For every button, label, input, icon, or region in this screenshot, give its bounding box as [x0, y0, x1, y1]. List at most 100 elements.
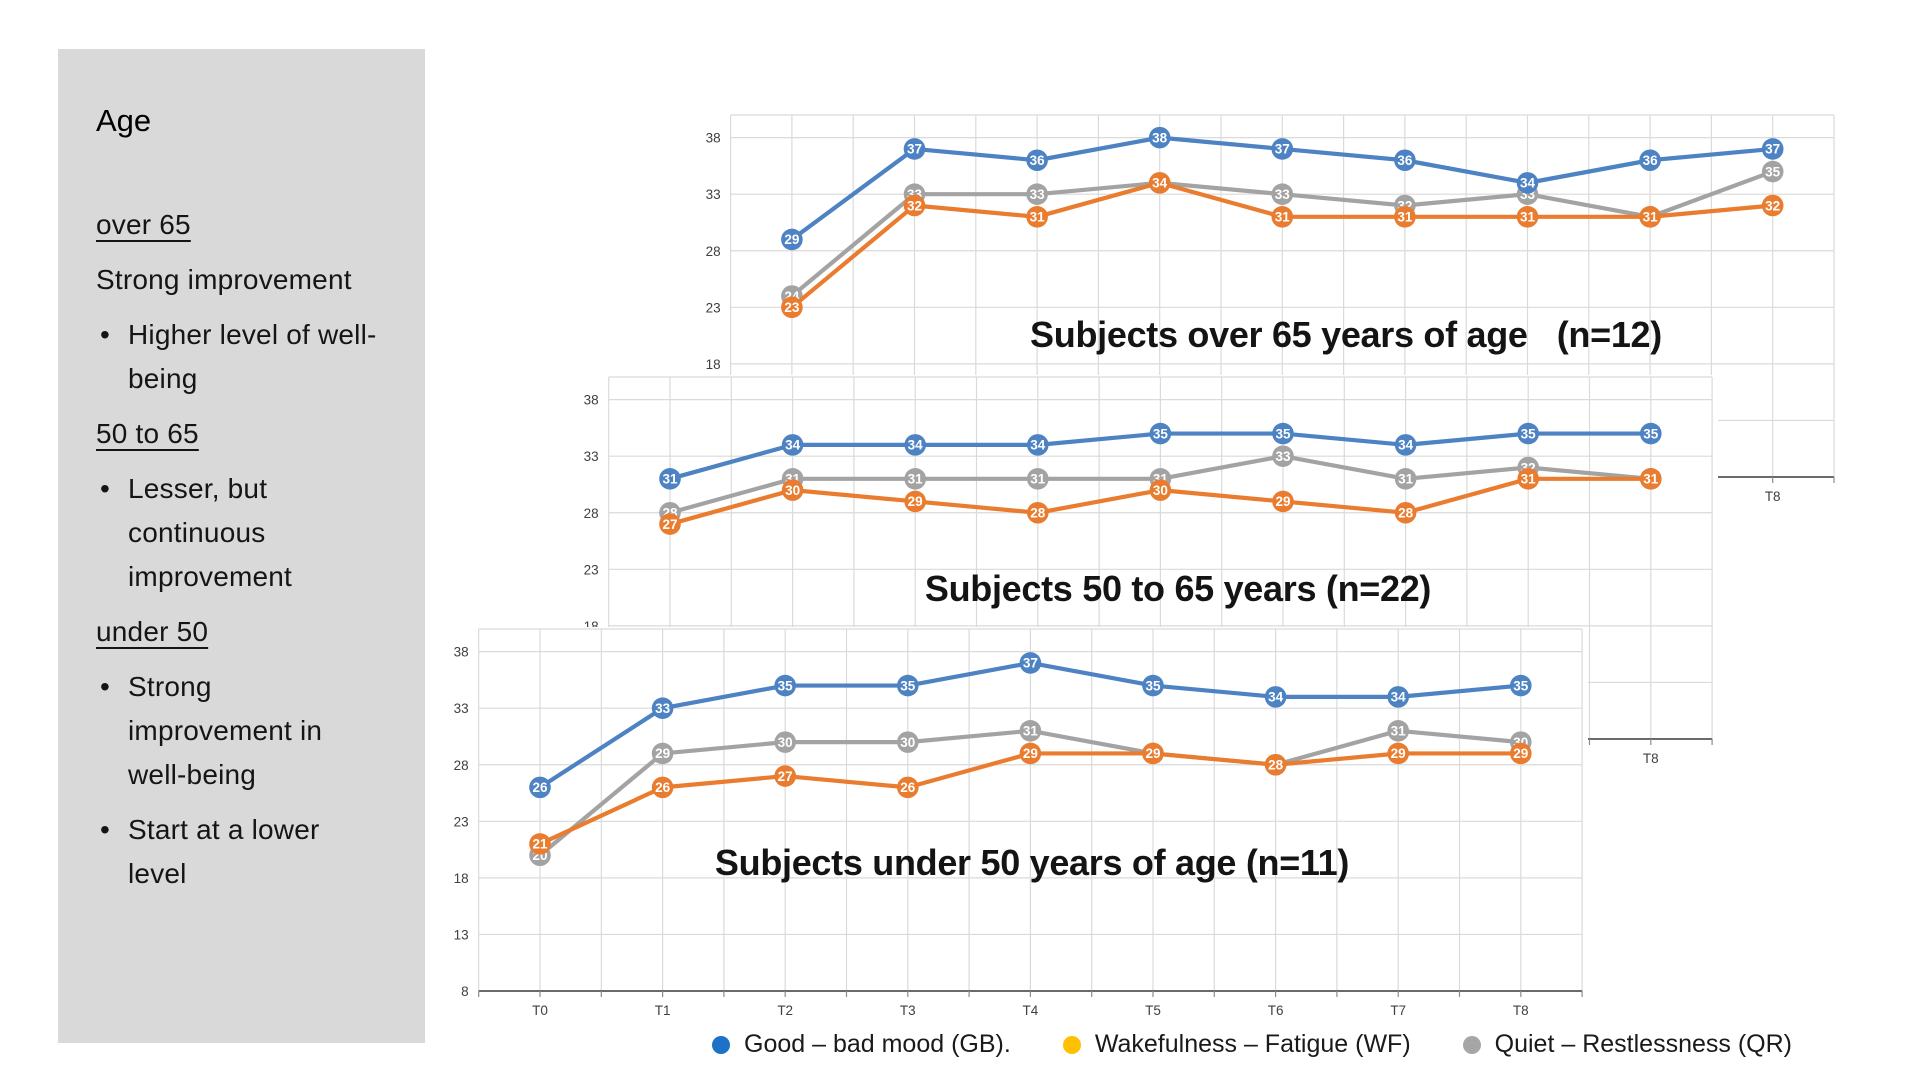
- data-point-marker: [1510, 742, 1532, 765]
- data-point-marker: [1761, 160, 1784, 183]
- data-point-label: 35: [1521, 426, 1537, 441]
- data-point-marker: [1148, 172, 1171, 194]
- y-axis-tick-label: 23: [454, 814, 469, 829]
- data-point-marker: [781, 296, 803, 319]
- data-point-marker: [1027, 501, 1049, 524]
- y-axis-tick-label: 13: [454, 927, 469, 942]
- data-point-marker: [1394, 206, 1416, 228]
- data-point-marker: [1264, 686, 1287, 708]
- data-point-marker: [529, 833, 551, 855]
- sidebar-line: well-being: [128, 759, 257, 790]
- data-point-label: 34: [1398, 438, 1414, 453]
- data-point-label: 26: [532, 780, 548, 795]
- data-point-marker: [1516, 206, 1539, 228]
- data-point-label: 31: [1275, 210, 1291, 225]
- sidebar-heading: 50 to 65: [96, 418, 199, 449]
- x-axis-tick-label: T8: [1765, 489, 1781, 504]
- x-axis-tick-label: T8: [1513, 1003, 1529, 1018]
- data-point-label: 27: [778, 769, 793, 784]
- x-axis-tick-label: T5: [1145, 1003, 1161, 1018]
- data-point-marker: [1517, 422, 1539, 445]
- data-point-label: 33: [655, 701, 671, 716]
- y-axis-tick-label: 38: [454, 645, 469, 660]
- data-point-label: 33: [1275, 187, 1291, 202]
- data-point-label: 34: [908, 438, 924, 453]
- data-point-marker: [897, 731, 919, 753]
- data-point-label: 31: [662, 472, 678, 487]
- data-point-label: 31: [1397, 210, 1413, 225]
- legend-dot-icon: [712, 1035, 730, 1054]
- data-point-marker: [1271, 138, 1294, 160]
- data-point-label: 31: [1023, 724, 1039, 739]
- sidebar-title: Age: [96, 103, 152, 138]
- legend-label: Wakefulness – Fatigue (WF): [1094, 1030, 1411, 1058]
- sidebar-line: continuous: [128, 517, 266, 548]
- y-axis-tick-label: 28: [584, 506, 599, 521]
- data-point-label: 27: [662, 517, 677, 532]
- y-axis-tick-label: 38: [584, 393, 599, 408]
- data-point-label: 35: [1643, 426, 1659, 441]
- data-point-marker: [1387, 686, 1409, 708]
- data-point-marker: [1272, 490, 1294, 513]
- data-point-marker: [1149, 479, 1172, 501]
- data-point-label: 36: [1643, 153, 1659, 168]
- x-axis-tick-label: T2: [777, 1003, 793, 1018]
- data-point-label: 38: [1152, 130, 1168, 145]
- data-point-marker: [651, 697, 674, 719]
- legend-dot-icon: [1062, 1035, 1081, 1054]
- data-point-marker: [774, 674, 796, 697]
- data-point-marker: [1271, 206, 1294, 228]
- data-point-marker: [1264, 753, 1287, 776]
- sidebar: Age over 65 Strong improvement Higher leve…: [58, 49, 425, 1043]
- y-axis-tick-label: 28: [706, 244, 721, 259]
- data-point-marker: [1510, 674, 1532, 697]
- data-point-marker: [897, 674, 919, 697]
- data-point-label: 35: [778, 678, 794, 693]
- legend-item: Good – bad mood (GB).: [712, 1030, 1011, 1059]
- y-axis-tick-label: 23: [706, 300, 721, 315]
- y-axis-tick-label: 18: [454, 871, 469, 886]
- data-point-marker: [651, 776, 674, 799]
- data-point-marker: [1761, 194, 1784, 217]
- y-axis-tick-label: 33: [454, 701, 469, 716]
- sidebar-line: Higher level of well-: [96, 313, 415, 357]
- data-point-label: 30: [900, 735, 915, 750]
- data-point-label: 34: [1268, 690, 1284, 705]
- data-point-label: 35: [1513, 678, 1529, 693]
- data-point-label: 31: [1521, 472, 1537, 487]
- legend-label: Quiet – Restlessness (QR): [1494, 1030, 1792, 1058]
- data-point-marker: [781, 434, 804, 456]
- sidebar-heading: over 65: [96, 209, 191, 240]
- data-point-marker: [1026, 206, 1048, 228]
- data-point-marker: [1019, 742, 1042, 765]
- data-point-marker: [1394, 149, 1416, 172]
- data-point-marker: [1019, 720, 1042, 742]
- data-point-marker: [903, 138, 926, 160]
- data-point-label: 23: [784, 300, 800, 315]
- data-point-marker: [1149, 422, 1172, 445]
- data-point-label: 34: [785, 438, 801, 453]
- data-point-label: 35: [1153, 426, 1169, 441]
- data-point-label: 35: [1145, 678, 1161, 693]
- sidebar-heading: under 50: [96, 616, 209, 647]
- data-point-marker: [1027, 434, 1049, 456]
- data-point-marker: [659, 468, 681, 490]
- sidebar-line: improvement in: [128, 715, 323, 746]
- data-point-label: 28: [1398, 506, 1414, 521]
- data-point-marker: [1639, 149, 1661, 172]
- data-point-marker: [1639, 206, 1661, 228]
- data-point-label: 29: [784, 232, 799, 247]
- data-point-marker: [1142, 674, 1164, 697]
- y-axis-tick-label: 23: [584, 562, 599, 577]
- data-point-marker: [1761, 138, 1784, 160]
- sidebar-line: level: [128, 858, 187, 889]
- data-point-label: 31: [1398, 472, 1414, 487]
- legend-dot-icon: [1462, 1035, 1481, 1054]
- data-point-marker: [1019, 652, 1042, 674]
- data-point-marker: [1516, 172, 1539, 194]
- data-point-marker: [897, 776, 919, 799]
- data-point-label: 28: [1030, 506, 1046, 521]
- x-axis-tick-label: T6: [1268, 1003, 1284, 1018]
- data-point-label: 33: [1030, 187, 1046, 202]
